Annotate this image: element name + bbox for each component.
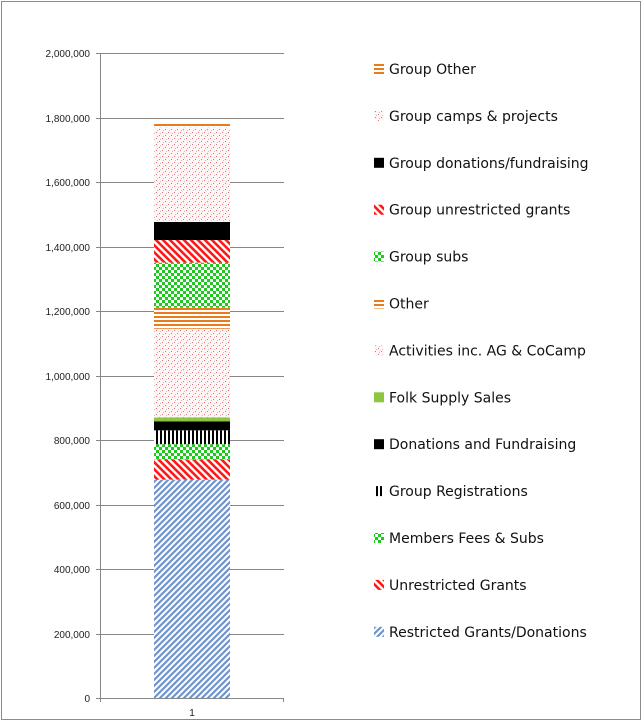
legend-swatch [374, 64, 384, 74]
y-tick-label: 0 [84, 694, 90, 705]
legend-swatch [374, 157, 384, 168]
tick-labels: 0 200,000 400,000 600,000 800,000 1,000,000 1,… [46, 49, 196, 719]
legend-label: Members Fees & Subs [389, 531, 544, 547]
y-tick-label: 600,000 [54, 501, 91, 512]
y-tick-label: 1,600,000 [46, 178, 91, 189]
legend-label: Other [389, 297, 429, 313]
y-tick-label: 200,000 [54, 630, 91, 641]
bar-segment [154, 221, 230, 241]
legend-label: Group subs [389, 250, 468, 266]
bar-segment [154, 459, 230, 480]
legend-swatch [374, 533, 384, 543]
legend-swatch [374, 204, 384, 215]
x-tick-label: 1 [189, 708, 195, 719]
bar-segment [154, 262, 230, 308]
bar-segment [154, 307, 230, 329]
legend-label: Folk Supply Sales [389, 390, 511, 406]
legend-swatch [374, 579, 384, 590]
legend-label: Group donations/fundraising [389, 156, 589, 172]
legend-swatch [374, 251, 384, 262]
y-tick-label: 800,000 [54, 436, 91, 447]
legend-swatch [374, 439, 384, 450]
y-tick-label: 1,000,000 [46, 372, 91, 383]
gridlines [100, 53, 284, 635]
legend: Group Other Group camps & projects Group d… [374, 62, 589, 641]
legend-label: Unrestricted Grants [389, 578, 527, 594]
axes [96, 53, 284, 702]
legend-swatch [374, 110, 384, 121]
y-tick-label: 400,000 [54, 565, 91, 576]
legend-label: Group Other [389, 62, 476, 78]
bar-segment [154, 444, 230, 460]
y-tick-label: 1,400,000 [46, 243, 91, 254]
bar-segment [154, 328, 230, 418]
y-tick-label: 1,200,000 [46, 307, 91, 318]
legend-label: Group Registrations [389, 484, 528, 500]
legend-swatch [374, 626, 384, 637]
legend-label: Group camps & projects [389, 109, 558, 125]
bar-stack [154, 122, 230, 698]
y-tick-label: 2,000,000 [46, 49, 91, 60]
y-tick-label: 1,800,000 [46, 114, 91, 125]
bar-segment [154, 479, 230, 698]
bar-segment [154, 240, 230, 263]
legend-swatch [374, 392, 384, 403]
bar-segment [154, 417, 230, 422]
bar-segment [154, 122, 230, 128]
legend-label: Group unrestricted grants [389, 203, 570, 219]
legend-swatch [374, 298, 384, 309]
bar-segment [154, 430, 230, 445]
legend-label: Restricted Grants/Donations [389, 625, 587, 641]
legend-swatch [374, 486, 384, 497]
bar-segment [154, 127, 230, 222]
legend-label: Donations and Fundraising [389, 437, 576, 453]
legend-swatch [374, 345, 384, 356]
bar-segment [154, 421, 230, 431]
legend-label: Activities inc. AG & CoCamp [389, 343, 586, 359]
